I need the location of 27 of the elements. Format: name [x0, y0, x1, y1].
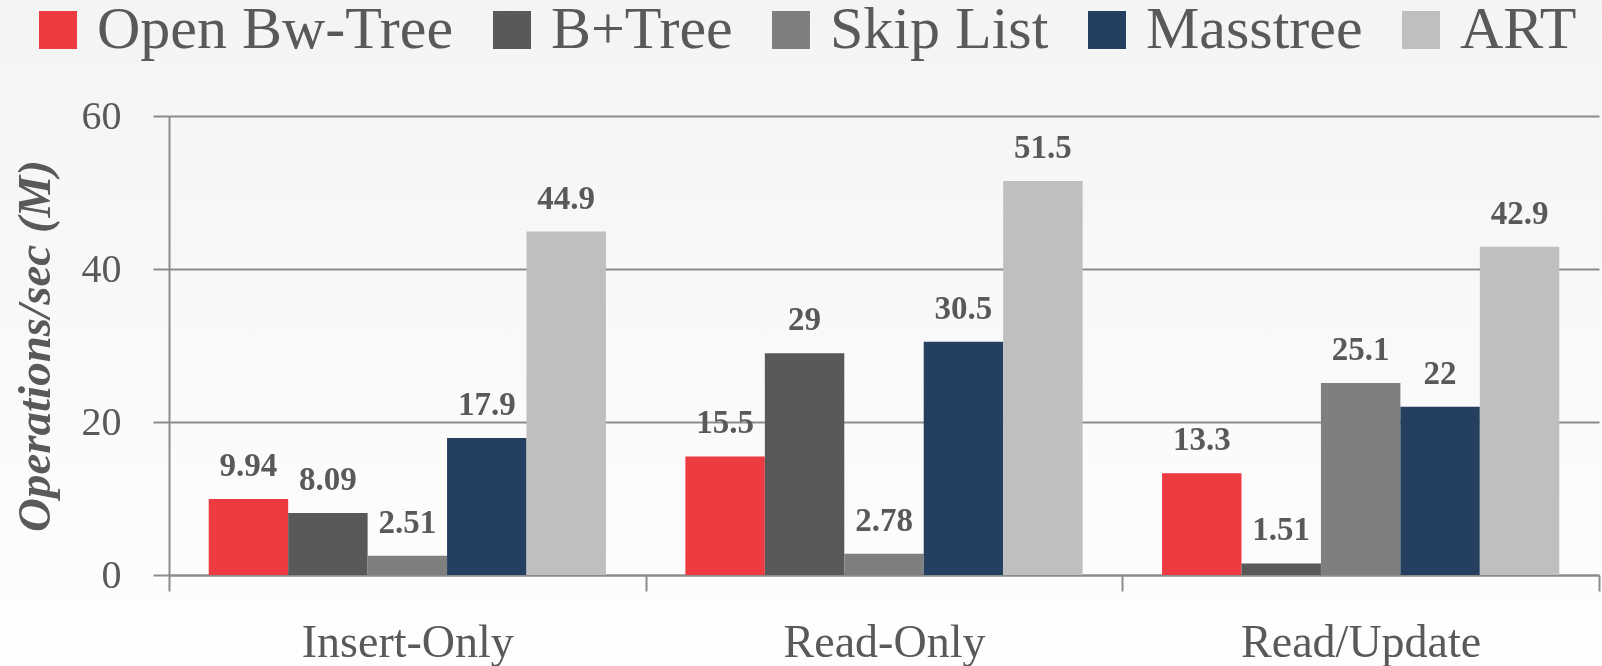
y-tick-label: 40: [81, 245, 122, 291]
y-tick-label: 20: [81, 398, 122, 444]
data-label: 30.5: [934, 289, 993, 326]
data-label: 8.09: [299, 461, 357, 498]
legend-label: B+Tree: [551, 0, 733, 61]
x-tick-label: Read/Update: [1241, 615, 1482, 666]
data-label: 17.9: [457, 386, 516, 423]
data-label: 44.9: [537, 179, 596, 216]
legend-label: Masstree: [1146, 0, 1363, 61]
x-tick-label: Insert-Only: [301, 615, 514, 666]
y-tick-label: 60: [81, 92, 122, 138]
data-label: 1.51: [1252, 511, 1311, 548]
data-label: 2.51: [378, 503, 437, 540]
legend-label: Skip List: [830, 0, 1049, 61]
data-label: 2.78: [855, 501, 913, 538]
data-label: 25.1: [1331, 330, 1390, 367]
x-tick-label: Read-Only: [783, 615, 986, 666]
data-label: 9.94: [219, 446, 278, 483]
data-label: 51.5: [1014, 129, 1072, 166]
legend-label: Open Bw-Tree: [97, 0, 454, 61]
data-label: 42.9: [1490, 194, 1549, 231]
y-axis-title: Operations/sec (M): [7, 159, 60, 533]
legend-label: ART: [1460, 0, 1577, 61]
data-label: 29: [788, 301, 822, 338]
data-label: 13.3: [1172, 421, 1231, 458]
y-tick-label: 0: [101, 551, 122, 597]
data-label: 22: [1423, 354, 1457, 391]
